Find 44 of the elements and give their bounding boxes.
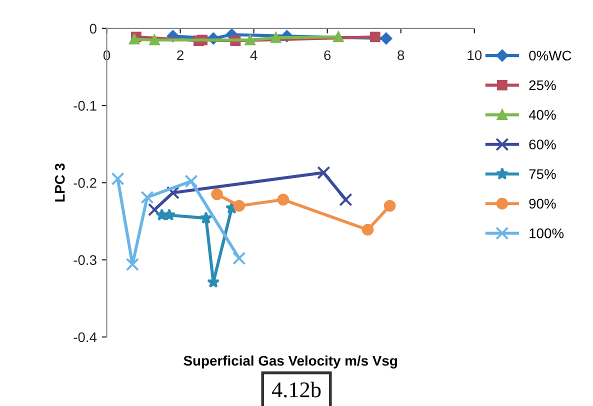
- x-tick-label: 2: [177, 50, 184, 60]
- point: [140, 190, 154, 204]
- legend-label: 90%: [529, 198, 556, 209]
- legend-label: 75%: [529, 169, 556, 180]
- point: [339, 193, 352, 206]
- point: [370, 32, 380, 42]
- text: 4.12b: [272, 382, 321, 398]
- legend-label: 60%: [529, 140, 556, 150]
- point: [362, 224, 374, 236]
- legend-label: 40%: [528, 110, 556, 120]
- point: [270, 32, 282, 43]
- point: [184, 174, 198, 188]
- x-tick-label: 10: [468, 50, 482, 60]
- point: [200, 212, 212, 224]
- point: [380, 32, 392, 44]
- point: [211, 188, 223, 200]
- y-tick-label: 0: [90, 24, 96, 34]
- legend-label: 0%WC: [529, 50, 572, 61]
- legend-label: 100%: [530, 228, 564, 238]
- point: [244, 34, 256, 46]
- point: [166, 186, 180, 200]
- x-tick-label: 6: [324, 50, 331, 60]
- x-tick-label: 0: [103, 50, 110, 60]
- point: [148, 203, 162, 216]
- point: [384, 200, 396, 212]
- point: [111, 172, 124, 186]
- point: [333, 32, 344, 42]
- x-tick-label: 8: [398, 50, 404, 60]
- point: [126, 258, 140, 272]
- legend-label: 25%: [529, 80, 556, 90]
- y-tick-label: -0.4: [74, 332, 97, 342]
- point: [277, 194, 290, 206]
- y-tick-label: -0.1: [74, 100, 96, 111]
- point: [162, 208, 176, 221]
- x-tick-label: 4: [250, 50, 258, 60]
- x-axis-title: Superficial Gas Velocity m/s Vsg: [184, 355, 397, 368]
- y-tick-label: -0.3: [74, 255, 96, 266]
- y-tick-label: -0.2: [74, 178, 96, 188]
- point: [233, 200, 246, 212]
- point: [149, 34, 160, 46]
- point: [129, 34, 140, 44]
- point: [232, 252, 246, 265]
- y-axis-title: LPC 3: [54, 164, 65, 202]
- point: [317, 166, 330, 180]
